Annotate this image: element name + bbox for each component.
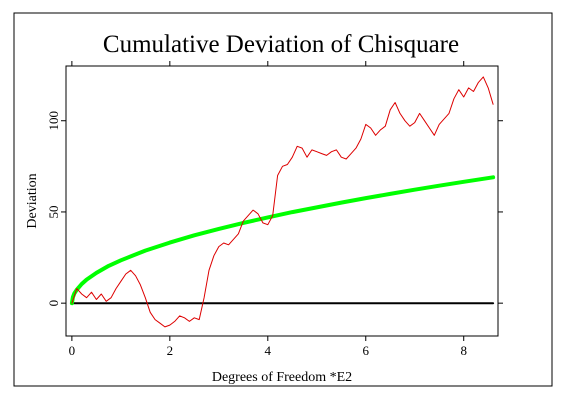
x-tick-label: 2 <box>167 343 174 358</box>
x-axis-label: Degrees of Freedom *E2 <box>212 370 352 385</box>
y-tick-label: 50 <box>46 205 61 218</box>
series-expected-envelope-line <box>69 175 496 306</box>
x-tick-label: 8 <box>460 343 467 358</box>
x-tick-label: 6 <box>363 343 370 358</box>
x-tick-label: 4 <box>265 343 272 358</box>
outer-frame <box>13 12 553 387</box>
plot-layer <box>69 76 496 328</box>
series-cumulative-deviation-line <box>71 76 494 328</box>
y-axis-label: Deviation <box>25 173 40 228</box>
chart-title: Cumulative Deviation of Chisquare <box>103 31 459 58</box>
y-tick-label: 100 <box>46 111 61 131</box>
plot-area <box>65 65 499 337</box>
y-tick-label: 0 <box>46 300 61 307</box>
axis-layer: 0 2 4 6 8 0 50 100 <box>46 61 503 358</box>
x-tick-label: 0 <box>69 343 76 358</box>
